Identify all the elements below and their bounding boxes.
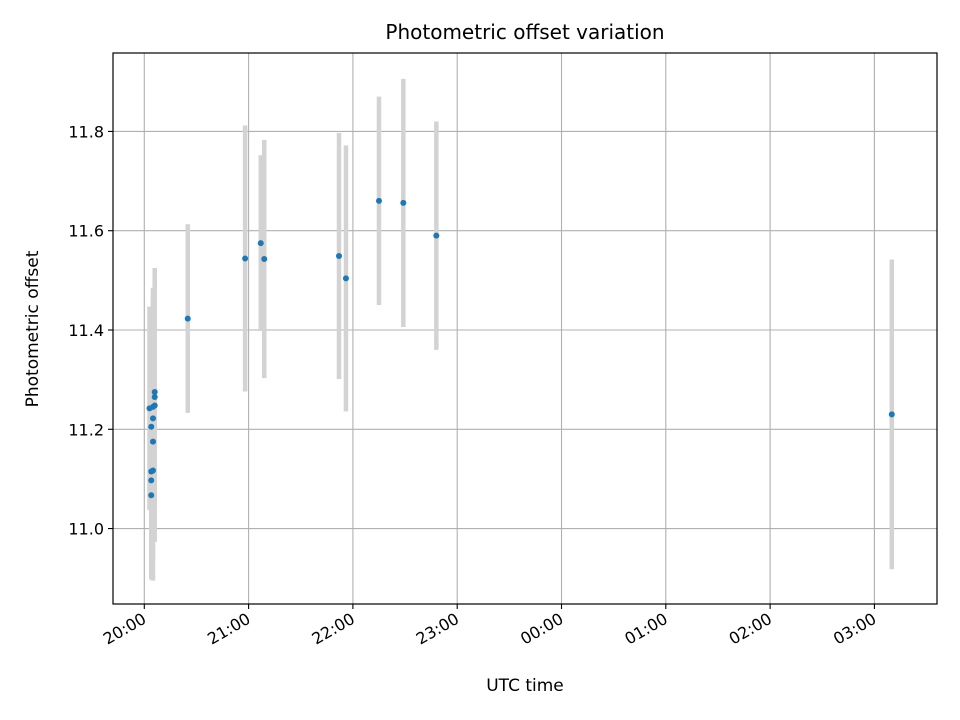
data-point [149, 438, 156, 445]
data-point [151, 402, 158, 409]
y-axis-ticks: 11.0 11.2 11.4 11.6 11.8 [68, 122, 113, 539]
data-point [335, 253, 342, 260]
data-points [146, 197, 895, 499]
data-point [375, 197, 382, 204]
x-axis-label: UTC time [486, 676, 564, 696]
y-tick-label: 11.6 [68, 222, 104, 241]
y-tick-label: 11.0 [68, 520, 104, 539]
data-point [242, 255, 249, 262]
chart-title: Photometric offset variation [385, 20, 664, 44]
data-point [151, 389, 158, 396]
data-point [261, 256, 268, 263]
data-point [149, 415, 156, 422]
data-point [888, 411, 895, 418]
data-point [184, 315, 191, 322]
data-point [148, 423, 155, 430]
y-tick-label: 11.2 [68, 420, 104, 439]
y-tick-label: 11.8 [68, 122, 104, 141]
data-point [148, 492, 155, 499]
data-point [148, 477, 155, 484]
y-axis-label: Photometric offset [23, 250, 43, 407]
data-point [400, 199, 407, 206]
plot-frame [112, 52, 938, 605]
data-point [433, 232, 440, 239]
data-point [149, 467, 156, 474]
data-point [342, 275, 349, 282]
data-point [257, 240, 264, 247]
data-point [151, 394, 158, 401]
grid [113, 53, 937, 604]
y-tick-label: 11.4 [68, 321, 104, 340]
